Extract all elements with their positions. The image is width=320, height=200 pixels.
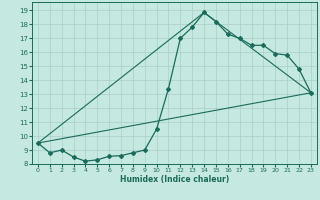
X-axis label: Humidex (Indice chaleur): Humidex (Indice chaleur) [120,175,229,184]
